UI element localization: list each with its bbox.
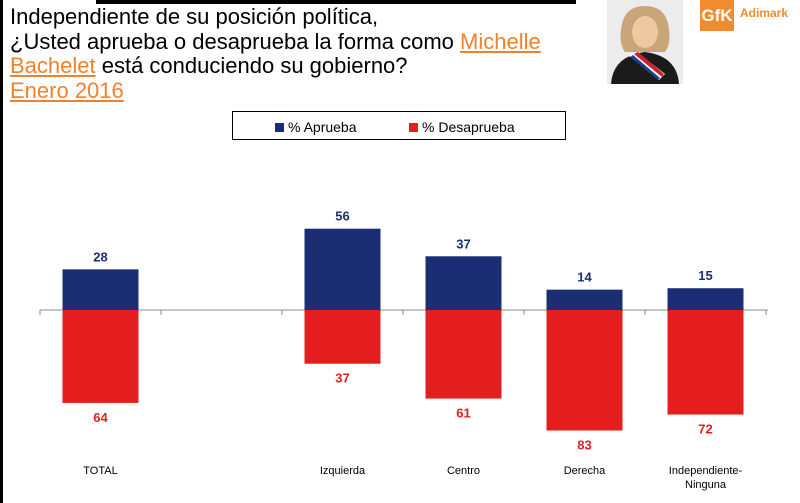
data-label-aprueba: 56 [335, 209, 349, 224]
data-label-desaprueba: 83 [577, 438, 591, 453]
gfk-adimark-logo: GfK Adimark [696, 0, 800, 34]
left-border [0, 0, 3, 503]
legend-swatch-aprueba [275, 123, 284, 132]
title-name-first: Michelle [460, 28, 541, 54]
bar-aprueba [304, 228, 381, 310]
data-label-aprueba: 15 [698, 268, 712, 283]
data-label-desaprueba: 64 [93, 410, 108, 425]
bar-desaprueba [546, 310, 623, 431]
data-label-aprueba: 14 [577, 270, 592, 285]
title-line-2-text: ¿Usted aprueba o desaprueba la forma com… [10, 28, 461, 54]
title-line-3: Bachelet está conduciendo su gobierno? [10, 53, 600, 79]
bar-aprueba [546, 289, 623, 310]
category-label: Independiente- [669, 465, 743, 477]
legend-item-desaprueba: % Desaprueba [409, 119, 515, 135]
category-label: Izquierda [320, 465, 366, 477]
data-label-desaprueba: 61 [456, 406, 470, 421]
bar-desaprueba [425, 310, 502, 399]
legend-label-desaprueba: % Desaprueba [422, 119, 515, 135]
category-label: Ninguna [685, 479, 727, 491]
bar-aprueba [62, 269, 139, 310]
cut-off-heading [96, 0, 576, 4]
legend-item-aprueba: % Aprueba [275, 119, 357, 135]
logo-wordmark: Adimark [740, 6, 789, 20]
data-label-desaprueba: 72 [698, 422, 712, 437]
bar-desaprueba [62, 310, 139, 403]
title-line-1: Independiente de su posición política, [10, 4, 379, 29]
page-title: Independiente de su posición política, ¿… [10, 4, 600, 103]
title-date: Enero 2016 [10, 77, 124, 103]
bar-aprueba [425, 256, 502, 310]
data-label-aprueba: 28 [93, 249, 107, 264]
data-label-desaprueba: 37 [335, 371, 349, 386]
title-name-last: Bachelet [10, 53, 96, 78]
category-label: Centro [447, 465, 480, 477]
category-label: TOTAL [83, 465, 117, 477]
bar-aprueba [667, 288, 744, 310]
title-line-3-text: está conduciendo su gobierno? [95, 53, 408, 78]
bar-desaprueba [667, 310, 744, 415]
data-label-aprueba: 37 [456, 236, 470, 251]
legend-swatch-desaprueba [409, 123, 418, 132]
logo-mark: GfK [700, 0, 734, 31]
legend-label-aprueba: % Aprueba [288, 119, 357, 135]
president-portrait [607, 0, 683, 84]
chart-legend: % Aprueba % Desaprueba [232, 111, 566, 140]
portrait-image [607, 0, 683, 84]
bar-desaprueba [304, 310, 381, 364]
category-label: Derecha [564, 465, 606, 477]
title-line-2: ¿Usted aprueba o desaprueba la forma com… [10, 28, 600, 55]
